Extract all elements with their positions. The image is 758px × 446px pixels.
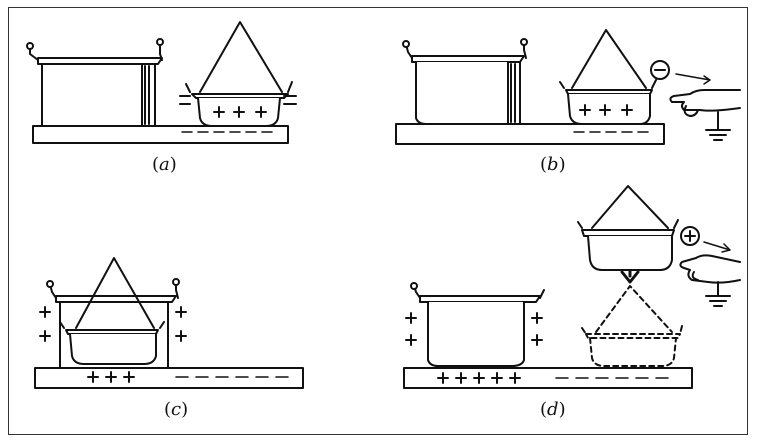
panel-label-d: (d) [540, 399, 566, 420]
inner-pail-c [65, 329, 159, 335]
metal-can-b [411, 55, 525, 63]
ground-symbol-b [705, 111, 731, 141]
insulating-thread-b [571, 29, 647, 89]
raised-pail-d [581, 229, 675, 237]
panel-label-b: (b) [540, 154, 566, 175]
insulating-thread-a [199, 21, 283, 93]
insulating-thread-d [591, 185, 669, 229]
metal-can-d [419, 295, 541, 303]
panel-label-c: (c) [164, 399, 189, 420]
insulating-plate-b [395, 123, 665, 145]
dashed-pail-outline-d [585, 333, 681, 339]
ground-symbol-d [705, 281, 731, 307]
hand-d [679, 254, 741, 284]
insulating-plate-d [403, 367, 693, 389]
hand-b [669, 89, 741, 112]
insulating-plate-c [34, 367, 304, 389]
panel-label-a: (a) [152, 154, 177, 175]
insulating-thread-c [75, 257, 155, 329]
metal-can-a [37, 57, 163, 65]
charged-pail-b [565, 89, 653, 95]
insulating-plate-a [32, 125, 289, 144]
charged-pail-a [191, 93, 289, 99]
